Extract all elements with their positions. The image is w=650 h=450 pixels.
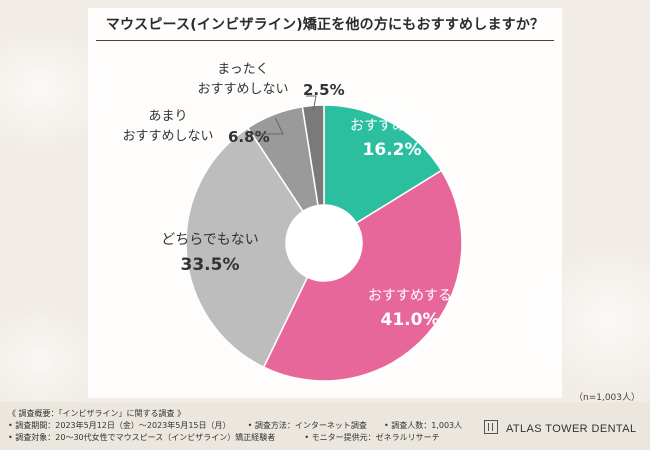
slice-label-1: おすすめする xyxy=(350,118,434,134)
slice-label-2: おすすめする xyxy=(368,288,452,304)
slice-value-2: 41.0% xyxy=(381,310,440,330)
slice-label-5: まったく xyxy=(217,62,268,77)
slice-label-5-b: おすすめしない xyxy=(197,82,288,97)
survey-provider: • モニター提供元：ゼネラルリサーチ xyxy=(304,433,440,442)
slice-value-5: 2.5% xyxy=(303,81,345,99)
leader-line-4 xyxy=(250,117,284,135)
brand-name: ATLAS TOWER DENTAL xyxy=(506,423,637,435)
slice-value-4: 6.8% xyxy=(228,128,270,146)
survey-count: • 調査人数：1,003人 xyxy=(383,421,463,430)
survey-method: • 調査方法：インターネット調査 xyxy=(247,421,367,430)
survey-summary-heading: 《 調査概要：「インビザライン」に関する調査 》 xyxy=(8,409,186,418)
footer: 《 調査概要：「インビザライン」に関する調査 》 • 調査期間：2023年5月1… xyxy=(0,402,650,450)
slice-label-4-b: おすすめしない xyxy=(122,129,213,144)
donut-hole xyxy=(286,205,362,281)
survey-period: • 調査期間：2023年5月12日（金）～2023年5月15日（月） xyxy=(8,421,231,430)
slice-label-3: どちらでもない xyxy=(161,232,259,248)
slice-label-1: とても xyxy=(372,101,413,117)
survey-target: • 調査対象：20～30代女性でマウスピース（インビザライン）矯正経験者 xyxy=(8,433,276,442)
slice-value-3: 33.5% xyxy=(181,255,240,275)
leader-line-5 xyxy=(306,95,317,110)
slice-label-4: あまり xyxy=(148,109,187,124)
survey-details-line-1: • 調査期間：2023年5月12日（金）～2023年5月15日（月） • 調査方… xyxy=(8,420,462,431)
brand-logo: ATLAS TOWER DENTAL xyxy=(484,420,636,435)
sample-size-note: （n=1,003人） xyxy=(573,393,640,403)
title-underline xyxy=(96,40,554,41)
slice-value-1: 16.2% xyxy=(363,140,422,160)
chart-title: マウスピース(インビザライン)矯正を他の方にもおすすめしますか？ xyxy=(105,17,545,33)
brand-mark-icon xyxy=(484,420,498,434)
survey-details-line-2: • 調査対象：20～30代女性でマウスピース（インビザライン）矯正経験者 • モ… xyxy=(8,432,440,443)
